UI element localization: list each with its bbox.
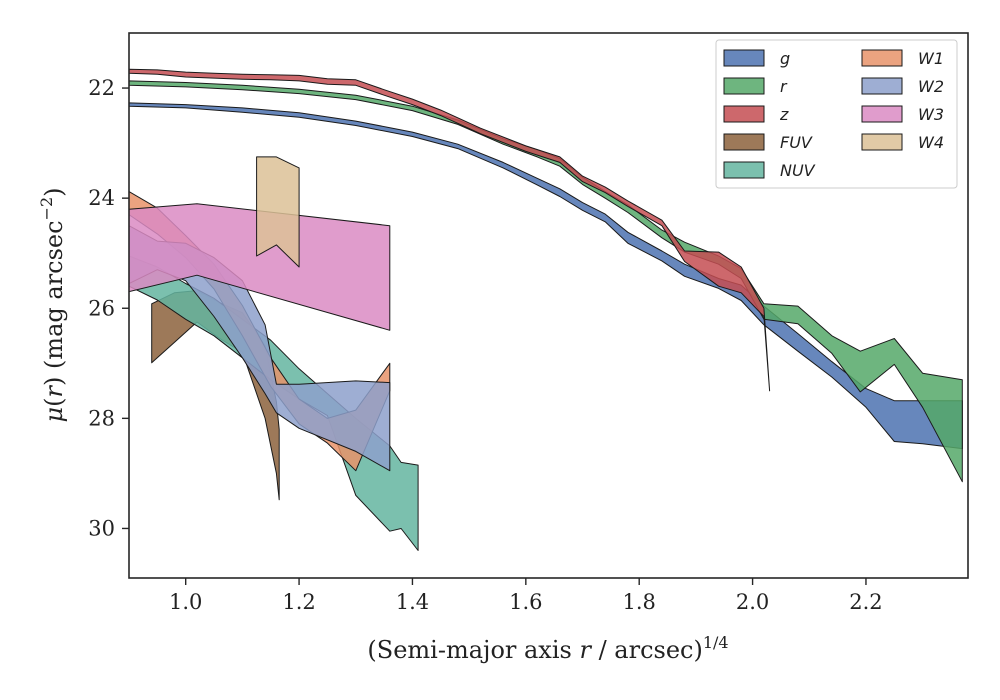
band-w4 bbox=[256, 156, 300, 268]
x-tick-label: 1.8 bbox=[622, 590, 655, 614]
x-tick-label: 1.0 bbox=[169, 590, 202, 614]
legend-swatch-g bbox=[723, 49, 765, 67]
band-w3 bbox=[129, 203, 391, 331]
legend-swatch-z bbox=[723, 105, 765, 123]
x-axis: 1.0 1.2 1.4 1.6 1.8 2.0 2.2 bbox=[169, 578, 883, 614]
x-tick-label: 2.2 bbox=[849, 590, 882, 614]
legend-label-fuv: FUV bbox=[780, 133, 813, 152]
legend-label-w1: W1 bbox=[918, 49, 944, 68]
band-z bbox=[129, 68, 771, 392]
x-axis-title: (Semi-major axis r / arcsec)1/4 bbox=[367, 633, 728, 664]
x-tick-label: 2.0 bbox=[736, 590, 769, 614]
legend-swatch-w2 bbox=[861, 77, 903, 95]
legend-label-w2: W2 bbox=[918, 77, 944, 96]
legend-swatch-fuv bbox=[723, 133, 765, 151]
legend-box bbox=[715, 39, 958, 189]
legend-label-w3: W3 bbox=[918, 105, 944, 124]
y-tick-label: 26 bbox=[88, 296, 115, 320]
legend-label-z: z bbox=[779, 105, 789, 124]
legend-swatch-w1 bbox=[861, 49, 903, 67]
legend-label-g: g bbox=[780, 49, 790, 68]
legend-label-w4: W4 bbox=[918, 133, 944, 152]
legend-label-r: r bbox=[780, 77, 788, 96]
y-axis-title: μ(r) (mag arcsec−2) bbox=[37, 187, 68, 422]
plot-frame bbox=[128, 32, 969, 579]
legend: grz FUV NUV W1 W2 W3 W4 bbox=[715, 39, 958, 189]
x-tick-label: 1.2 bbox=[282, 590, 315, 614]
legend-swatch-w4 bbox=[861, 133, 903, 151]
y-tick-label: 22 bbox=[88, 76, 115, 100]
profile-bands bbox=[129, 68, 963, 551]
legend-swatch-w3 bbox=[861, 105, 903, 123]
legend-swatch-nuv bbox=[723, 161, 765, 179]
y-axis: 22 24 26 28 30 bbox=[88, 76, 129, 540]
x-tick-label: 1.6 bbox=[509, 590, 542, 614]
y-tick-label: 30 bbox=[88, 516, 115, 540]
x-tick-label: 1.4 bbox=[396, 590, 429, 614]
legend-swatch-r bbox=[723, 77, 765, 95]
y-tick-label: 28 bbox=[88, 406, 115, 430]
legend-label-nuv: NUV bbox=[780, 161, 816, 180]
y-tick-label: 24 bbox=[88, 186, 115, 210]
